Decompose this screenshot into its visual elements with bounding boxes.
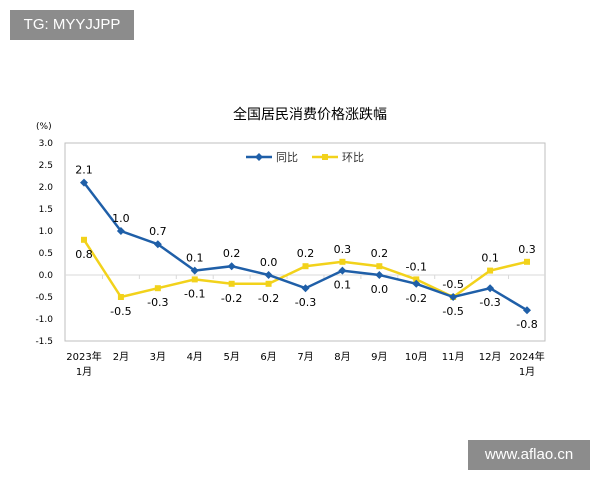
y-tick-label: -1.0 xyxy=(35,315,53,325)
data-label: 0.2 xyxy=(371,247,389,260)
data-point-diamond xyxy=(449,293,458,301)
data-point-square xyxy=(302,263,309,270)
x-tick-label: 2023年 xyxy=(66,350,101,363)
data-label: 0.2 xyxy=(297,247,315,260)
data-point-diamond xyxy=(80,178,88,187)
x-tick-label: 4月 xyxy=(187,351,203,363)
x-tick-label: 11月 xyxy=(442,351,465,363)
data-label: 0.3 xyxy=(334,243,352,256)
data-point-diamond xyxy=(227,262,236,271)
data-point-diamond xyxy=(116,227,125,235)
data-point-diamond xyxy=(338,266,347,275)
data-label: -0.3 xyxy=(147,296,168,309)
data-point-diamond xyxy=(375,271,384,279)
data-label: -0.3 xyxy=(479,296,500,309)
data-label: -0.5 xyxy=(110,305,131,318)
data-point-square xyxy=(81,236,87,243)
data-point-diamond xyxy=(412,279,421,288)
y-tick-label: 0.0 xyxy=(39,271,54,281)
data-label: 0.1 xyxy=(481,252,499,265)
x-tick-label: 10月 xyxy=(405,351,428,363)
data-label: 0.1 xyxy=(334,279,352,292)
series-mom: 0.8 -0.5 -0.3 -0.1 -0.2 -0.2 0.2 0.3 0.2 -0.1 -0.5… xyxy=(75,236,536,318)
data-label: -0.2 xyxy=(258,292,279,305)
series-yoy: 2.1 1.0 0.7 0.1 0.2 0.0 -0.3 0.1 0.0 -0.2 -0.5 -0.3… xyxy=(75,164,537,332)
data-label: 0.1 xyxy=(186,252,204,265)
data-point-square xyxy=(339,258,346,265)
x-tick-label: 1月 xyxy=(76,366,92,378)
legend-marker-square-icon xyxy=(322,154,328,160)
data-label: -0.5 xyxy=(442,305,463,318)
data-label: 0.7 xyxy=(149,225,167,238)
data-point-diamond xyxy=(153,240,162,249)
data-point-square xyxy=(413,276,420,283)
data-point-square xyxy=(228,280,235,287)
data-label: -0.5 xyxy=(442,278,463,291)
y-tick-label: -1.5 xyxy=(35,337,53,347)
x-tick-label: 1月 xyxy=(519,366,535,378)
x-tick-label: 5月 xyxy=(223,351,239,363)
legend-marker-diamond-icon xyxy=(255,153,263,161)
chart-title: 全国居民消费价格涨跌幅 xyxy=(233,106,387,123)
data-point-diamond xyxy=(264,271,273,279)
y-tick-label: -0.5 xyxy=(35,293,53,303)
data-point-diamond xyxy=(190,266,199,275)
y-tick-label: 0.5 xyxy=(39,249,53,259)
data-point-square xyxy=(376,263,383,270)
x-tick-label: 8月 xyxy=(334,351,350,363)
data-point-square xyxy=(191,276,198,283)
legend: 同比 环比 xyxy=(246,151,364,164)
data-label: 2.1 xyxy=(75,164,93,177)
y-tick-label: 2.0 xyxy=(39,183,54,193)
data-point-square xyxy=(487,267,494,274)
data-label: 0.8 xyxy=(75,248,93,261)
data-label: 0.0 xyxy=(260,256,278,269)
data-label: -0.1 xyxy=(406,260,427,273)
data-label: 0.3 xyxy=(518,243,536,256)
data-label: -0.8 xyxy=(516,318,537,331)
x-tick-label: 9月 xyxy=(371,351,387,363)
data-point-diamond xyxy=(486,284,495,293)
data-label: -0.3 xyxy=(295,296,316,309)
data-label: -0.1 xyxy=(184,287,205,300)
data-label: 1.0 xyxy=(112,212,130,225)
data-point-square xyxy=(524,258,530,265)
x-tick-label: 2月 xyxy=(113,351,129,363)
y-tick-label: 1.5 xyxy=(39,205,53,215)
plot-area xyxy=(64,142,546,342)
legend-label-mom: 环比 xyxy=(342,151,364,164)
x-tick-label: 6月 xyxy=(260,351,276,363)
y-tick-label: 1.0 xyxy=(39,227,54,237)
data-point-square xyxy=(265,280,272,287)
x-tick-label: 3月 xyxy=(150,351,166,363)
watermark-top-left: TG: MYYJJPP xyxy=(10,10,134,40)
data-label: -0.2 xyxy=(406,292,427,305)
data-label: -0.2 xyxy=(221,292,242,305)
x-tick-label: 7月 xyxy=(297,351,313,363)
data-label: 0.0 xyxy=(371,283,389,296)
x-tick-label: 2024年 xyxy=(509,350,544,363)
data-point-diamond xyxy=(301,284,310,293)
data-point-square xyxy=(117,294,124,300)
legend-label-yoy: 同比 xyxy=(276,151,298,164)
data-label: 0.2 xyxy=(223,247,241,260)
data-point-diamond xyxy=(523,306,531,315)
y-axis-unit: (%) xyxy=(36,122,52,132)
y-tick-label: 2.5 xyxy=(39,161,53,171)
x-tick-label: 12月 xyxy=(479,351,502,363)
data-point-square xyxy=(154,285,161,292)
y-tick-label: 3.0 xyxy=(39,139,54,149)
watermark-bottom-right: www.aflao.cn xyxy=(468,440,590,470)
